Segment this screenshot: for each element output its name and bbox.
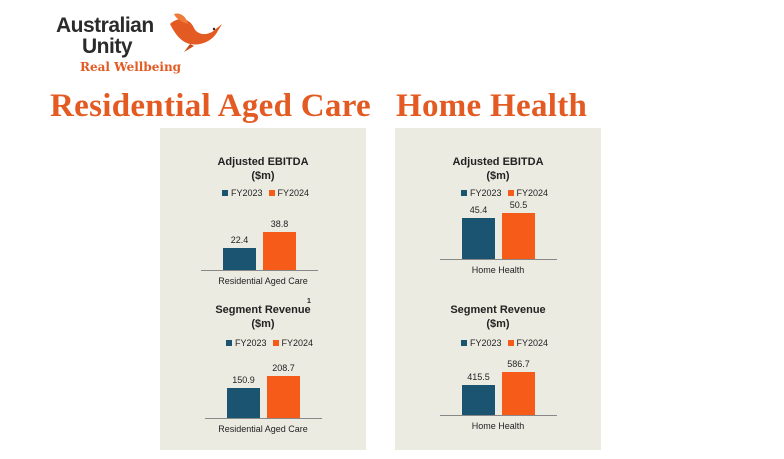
chart-title-line: Segment Revenue <box>160 303 366 317</box>
legend-item-fy2023: FY2023 <box>226 338 267 348</box>
chart-title-line: Adjusted EBITDA <box>395 155 601 169</box>
section-title-residential-aged-care: Residential Aged Care <box>50 88 371 125</box>
bar-value-label: 22.4 <box>220 235 260 245</box>
home-health-panel: Adjusted EBITDA ($m) FY2023 FY2024 45.4 50.5 H… <box>395 128 601 450</box>
footnote-marker: 1 <box>307 298 311 305</box>
chart-adjusted-ebitda-residential: Adjusted EBITDA ($m) FY2023 FY2024 22.4 38.8 R… <box>160 128 366 288</box>
category-label: Home Health <box>395 265 601 275</box>
legend-swatch <box>508 190 514 196</box>
chart-title: Segment Revenue ($m) <box>160 303 366 331</box>
legend-swatch <box>461 190 467 196</box>
bar-value-label: 586.7 <box>499 359 539 369</box>
bar-fy2024 <box>263 232 296 270</box>
legend-item-fy2023: FY2023 <box>461 188 502 198</box>
chart-title-line: ($m) <box>395 169 601 183</box>
kingfisher-bird-icon <box>164 10 226 54</box>
chart-legend: FY2023 FY2024 <box>222 188 315 198</box>
chart-title-line: ($m) <box>160 169 366 183</box>
legend-label: FY2023 <box>235 338 267 348</box>
logo-wordmark-line2: Unity <box>82 35 132 59</box>
legend-swatch <box>508 340 514 346</box>
chart-title: Segment Revenue ($m) <box>395 303 601 331</box>
legend-label: FY2024 <box>517 338 549 348</box>
x-axis-line <box>201 270 318 271</box>
bar-value-label: 208.7 <box>264 363 304 373</box>
chart-title-line: Segment Revenue <box>395 303 601 317</box>
legend-swatch <box>269 190 275 196</box>
bar-fy2023 <box>462 218 495 259</box>
chart-legend: FY2023 FY2024 <box>226 338 319 348</box>
chart-title: Adjusted EBITDA ($m) <box>160 155 366 183</box>
bar-fy2023 <box>223 248 256 270</box>
chart-legend: FY2023 FY2024 <box>461 338 554 348</box>
legend-label: FY2023 <box>470 338 502 348</box>
legend-label: FY2024 <box>517 188 549 198</box>
residential-aged-care-panel: Adjusted EBITDA ($m) FY2023 FY2024 22.4 38.8 R… <box>160 128 366 450</box>
chart-title: Adjusted EBITDA ($m) <box>395 155 601 183</box>
australian-unity-logo: Australian Unity Real Wellbeing <box>56 10 226 78</box>
bar-value-label: 415.5 <box>459 372 499 382</box>
section-title-home-health: Home Health <box>396 88 587 125</box>
legend-swatch <box>226 340 232 346</box>
legend-label: FY2023 <box>231 188 263 198</box>
bar-fy2024 <box>502 372 535 415</box>
legend-item-fy2024: FY2024 <box>508 338 549 348</box>
logo-tagline: Real Wellbeing <box>80 60 181 74</box>
chart-legend: FY2023 FY2024 <box>461 188 554 198</box>
bar-value-label: 150.9 <box>224 375 264 385</box>
legend-swatch <box>461 340 467 346</box>
legend-item-fy2023: FY2023 <box>461 338 502 348</box>
legend-item-fy2024: FY2024 <box>508 188 549 198</box>
category-label: Home Health <box>395 421 601 431</box>
x-axis-line <box>440 259 557 260</box>
category-label: Residential Aged Care <box>160 276 366 286</box>
chart-title-line: ($m) <box>160 317 366 331</box>
x-axis-line <box>440 415 557 416</box>
bar-fy2023 <box>462 385 495 415</box>
bar-fy2023 <box>227 388 260 418</box>
bar-value-label: 38.8 <box>260 219 300 229</box>
chart-title-line: ($m) <box>395 317 601 331</box>
chart-segment-revenue-home-health: Segment Revenue ($m) FY2023 FY2024 415.5 586.… <box>395 296 601 456</box>
bar-value-label: 45.4 <box>459 205 499 215</box>
chart-adjusted-ebitda-home-health: Adjusted EBITDA ($m) FY2023 FY2024 45.4 50.5 H… <box>395 128 601 288</box>
bar-value-label: 50.5 <box>499 200 539 210</box>
legend-swatch <box>222 190 228 196</box>
bar-fy2024 <box>267 376 300 418</box>
legend-item-fy2024: FY2024 <box>269 188 310 198</box>
legend-swatch <box>273 340 279 346</box>
chart-segment-revenue-residential: Segment Revenue ($m) 1 FY2023 FY2024 150.9 208… <box>160 296 366 456</box>
legend-label: FY2023 <box>470 188 502 198</box>
legend-item-fy2023: FY2023 <box>222 188 263 198</box>
chart-title-line: Adjusted EBITDA <box>160 155 366 169</box>
bar-fy2024 <box>502 213 535 259</box>
legend-label: FY2024 <box>278 188 310 198</box>
legend-label: FY2024 <box>282 338 314 348</box>
category-label: Residential Aged Care <box>160 424 366 434</box>
x-axis-line <box>205 418 322 419</box>
legend-item-fy2024: FY2024 <box>273 338 314 348</box>
